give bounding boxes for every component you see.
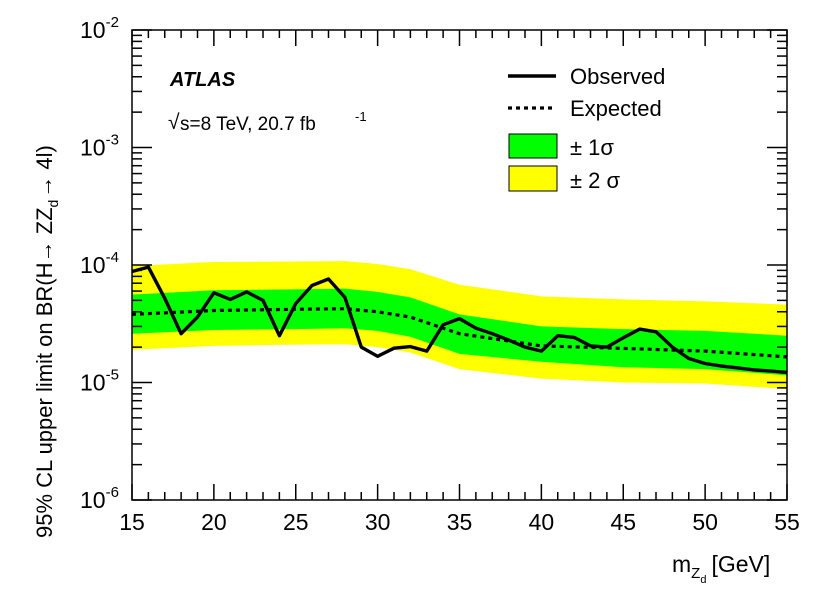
x-tick-label: 25 xyxy=(283,509,309,535)
legend-sigma1-label: ± 1σ xyxy=(570,135,614,160)
y-tick-label: 10-6 xyxy=(80,484,119,513)
y-axis-title-main: 95% CL upper limit on BR(H→ ZZ xyxy=(32,207,57,538)
y-tick-label: 10-5 xyxy=(80,367,119,396)
legend-sigma2-label: ± 2 σ xyxy=(570,168,621,193)
legend: Observed Expected ± 1σ ± 2 σ xyxy=(508,64,665,193)
x-axis-title-sub: Z xyxy=(691,565,700,582)
experiment-label: ATLAS xyxy=(169,69,236,91)
y-axis-title-sub: d xyxy=(45,200,61,208)
x-axis-title-subsub: d xyxy=(700,574,706,586)
sqrt-symbol: √ xyxy=(168,111,180,134)
energy-label: √ s=8 TeV, 20.7 fb -1 xyxy=(168,109,367,135)
x-tick-label: 55 xyxy=(774,509,800,535)
x-axis-title: mZd [GeV] xyxy=(672,551,770,586)
x-axis-title-m: m xyxy=(672,551,691,577)
x-tick-label: 50 xyxy=(692,509,718,535)
observed-line xyxy=(131,265,788,375)
energy-exponent: -1 xyxy=(355,109,367,124)
x-tick-label: 15 xyxy=(119,509,145,535)
x-tick-label: 45 xyxy=(610,509,636,535)
x-tick-label: 20 xyxy=(201,509,227,535)
x-tick-labels: 15 20 25 30 35 40 45 50 55 xyxy=(119,509,800,535)
energy-text: s=8 TeV, 20.7 fb xyxy=(180,114,316,135)
y-tick-label: 10-3 xyxy=(80,132,119,161)
legend-sigma2-swatch xyxy=(508,165,558,192)
x-tick-label: 40 xyxy=(529,509,555,535)
x-tick-label: 30 xyxy=(365,509,391,535)
x-tick-label: 35 xyxy=(447,509,473,535)
legend-observed-label: Observed xyxy=(570,64,665,89)
y-tick-label: 10-2 xyxy=(80,14,119,43)
y-axis-title-tail: → 4l) xyxy=(32,145,57,198)
x-axis-title-unit: [GeV] xyxy=(711,551,770,577)
legend-expected-label: Expected xyxy=(570,96,662,121)
legend-sigma1-swatch xyxy=(508,133,558,159)
uncertainty-bands xyxy=(132,261,787,389)
y-axis-title: 95% CL upper limit on BR(H→ ZZd → 4l) xyxy=(32,145,61,538)
axis-ticks xyxy=(131,29,788,501)
y-tick-label: 10-4 xyxy=(80,249,119,278)
y-tick-labels: 10-6 10-5 10-4 10-3 10-2 xyxy=(80,14,119,513)
